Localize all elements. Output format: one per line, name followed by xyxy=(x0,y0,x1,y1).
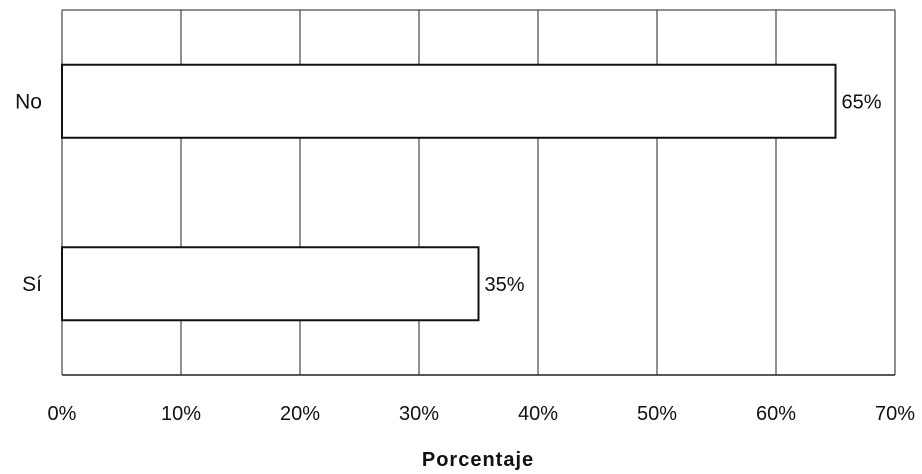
bars xyxy=(61,63,837,322)
x-tick-label: 40% xyxy=(518,403,558,425)
x-tick-label: 10% xyxy=(161,403,201,425)
x-tick-label: 50% xyxy=(637,403,677,425)
x-tick-label: 70% xyxy=(875,403,915,425)
bar-sí xyxy=(61,246,480,322)
labels: 0% 10% 20% 30% 40% 50% 60% 70% Sí 35% No 65% xyxy=(15,90,915,425)
category-label: No xyxy=(15,90,42,113)
x-tick-label: 20% xyxy=(280,403,320,425)
data-label: 65% xyxy=(842,91,882,113)
data-label: 35% xyxy=(485,274,525,296)
category-label: Sí xyxy=(22,273,42,296)
bar-no xyxy=(61,63,837,139)
x-tick-label: 0% xyxy=(48,403,77,425)
x-axis-title: Porcentaje xyxy=(422,449,534,471)
x-tick-label: 60% xyxy=(756,403,796,425)
x-tick-label: 30% xyxy=(399,403,439,425)
